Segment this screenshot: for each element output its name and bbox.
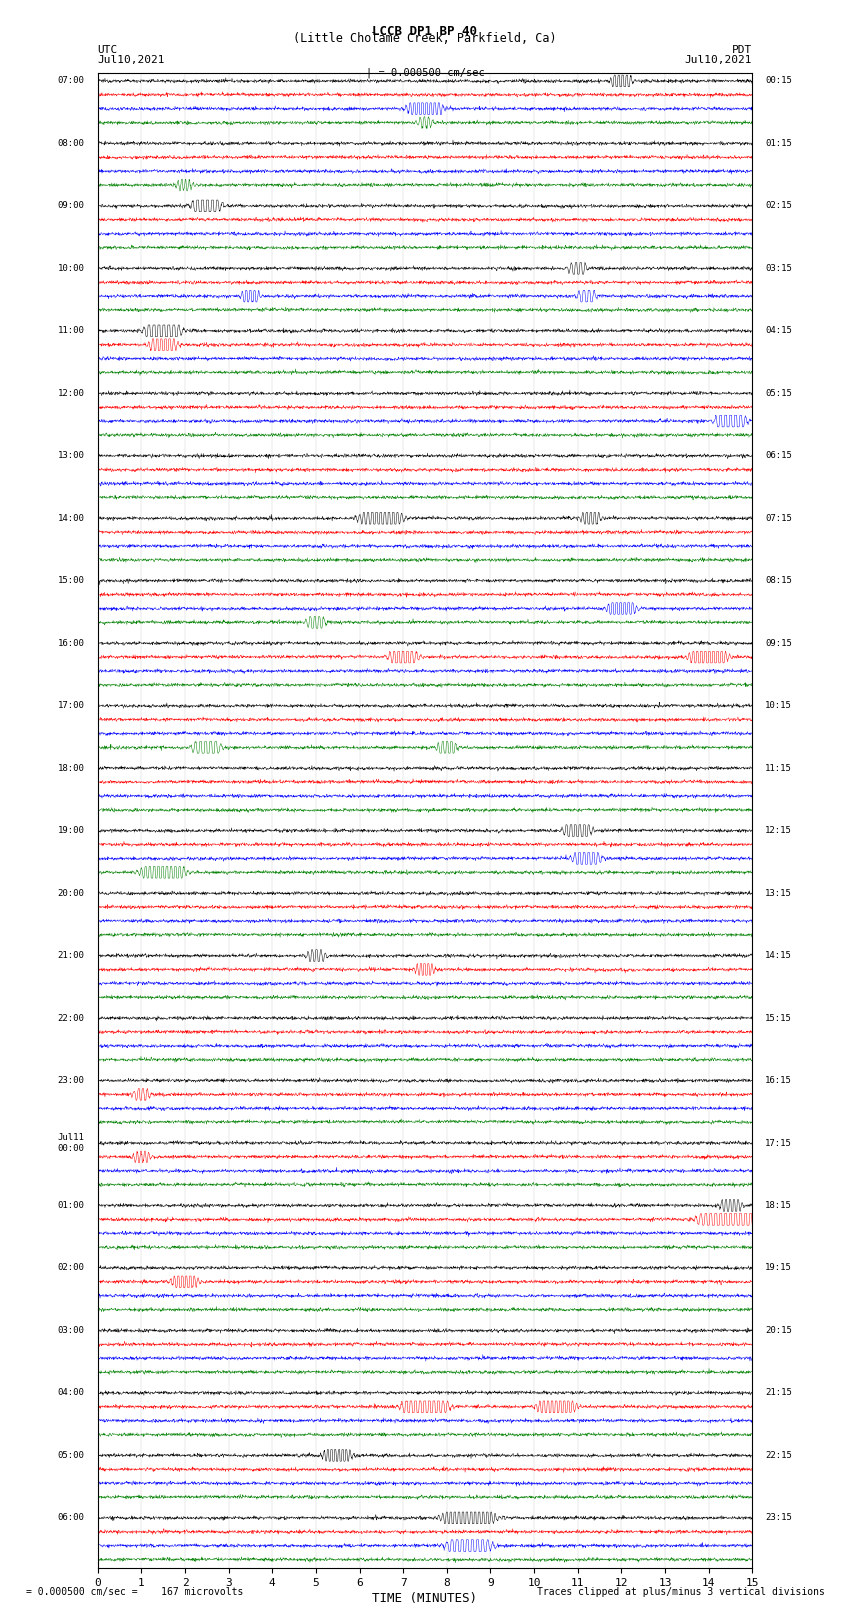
- X-axis label: TIME (MINUTES): TIME (MINUTES): [372, 1592, 478, 1605]
- Text: Jul11: Jul11: [58, 1132, 85, 1142]
- Text: 22:00: 22:00: [58, 1013, 85, 1023]
- Text: 17:00: 17:00: [58, 702, 85, 710]
- Text: (Little Cholame Creek, Parkfield, Ca): (Little Cholame Creek, Parkfield, Ca): [293, 32, 557, 45]
- Text: 08:00: 08:00: [58, 139, 85, 148]
- Text: 15:15: 15:15: [765, 1013, 792, 1023]
- Text: UTC: UTC: [98, 45, 118, 55]
- Text: Jul10,2021: Jul10,2021: [98, 55, 165, 65]
- Text: 18:00: 18:00: [58, 763, 85, 773]
- Text: 02:00: 02:00: [58, 1263, 85, 1273]
- Text: 00:00: 00:00: [58, 1144, 85, 1153]
- Text: 12:15: 12:15: [765, 826, 792, 836]
- Text: 11:00: 11:00: [58, 326, 85, 336]
- Text: 21:00: 21:00: [58, 952, 85, 960]
- Text: 14:15: 14:15: [765, 952, 792, 960]
- Text: 10:15: 10:15: [765, 702, 792, 710]
- Text: Traces clipped at plus/minus 3 vertical divisions: Traces clipped at plus/minus 3 vertical …: [536, 1587, 824, 1597]
- Text: 03:00: 03:00: [58, 1326, 85, 1336]
- Text: 13:00: 13:00: [58, 452, 85, 460]
- Text: PDT: PDT: [732, 45, 752, 55]
- Text: 06:00: 06:00: [58, 1513, 85, 1523]
- Text: 14:00: 14:00: [58, 515, 85, 523]
- Text: 00:15: 00:15: [765, 76, 792, 85]
- Text: LCCB DP1 BP 40: LCCB DP1 BP 40: [372, 24, 478, 39]
- Text: 15:00: 15:00: [58, 576, 85, 586]
- Text: | = 0.000500 cm/sec: | = 0.000500 cm/sec: [366, 68, 484, 79]
- Text: 16:00: 16:00: [58, 639, 85, 648]
- Text: 01:15: 01:15: [765, 139, 792, 148]
- Text: 18:15: 18:15: [765, 1202, 792, 1210]
- Text: 19:15: 19:15: [765, 1263, 792, 1273]
- Text: 03:15: 03:15: [765, 265, 792, 273]
- Text: Jul10,2021: Jul10,2021: [685, 55, 752, 65]
- Text: 04:15: 04:15: [765, 326, 792, 336]
- Text: 06:15: 06:15: [765, 452, 792, 460]
- Text: 05:00: 05:00: [58, 1450, 85, 1460]
- Text: 09:15: 09:15: [765, 639, 792, 648]
- Text: 21:15: 21:15: [765, 1389, 792, 1397]
- Text: 17:15: 17:15: [765, 1139, 792, 1147]
- Text: 04:00: 04:00: [58, 1389, 85, 1397]
- Text: 20:00: 20:00: [58, 889, 85, 897]
- Text: 20:15: 20:15: [765, 1326, 792, 1336]
- Text: 09:00: 09:00: [58, 202, 85, 210]
- Text: 13:15: 13:15: [765, 889, 792, 897]
- Text: 12:00: 12:00: [58, 389, 85, 398]
- Text: 07:15: 07:15: [765, 515, 792, 523]
- Text: 23:00: 23:00: [58, 1076, 85, 1086]
- Text: 08:15: 08:15: [765, 576, 792, 586]
- Text: 19:00: 19:00: [58, 826, 85, 836]
- Text: 11:15: 11:15: [765, 763, 792, 773]
- Text: 22:15: 22:15: [765, 1450, 792, 1460]
- Text: 23:15: 23:15: [765, 1513, 792, 1523]
- Text: 07:00: 07:00: [58, 76, 85, 85]
- Text: 01:00: 01:00: [58, 1202, 85, 1210]
- Text: 05:15: 05:15: [765, 389, 792, 398]
- Text: = 0.000500 cm/sec =    167 microvolts: = 0.000500 cm/sec = 167 microvolts: [26, 1587, 243, 1597]
- Text: 16:15: 16:15: [765, 1076, 792, 1086]
- Text: 02:15: 02:15: [765, 202, 792, 210]
- Text: 10:00: 10:00: [58, 265, 85, 273]
